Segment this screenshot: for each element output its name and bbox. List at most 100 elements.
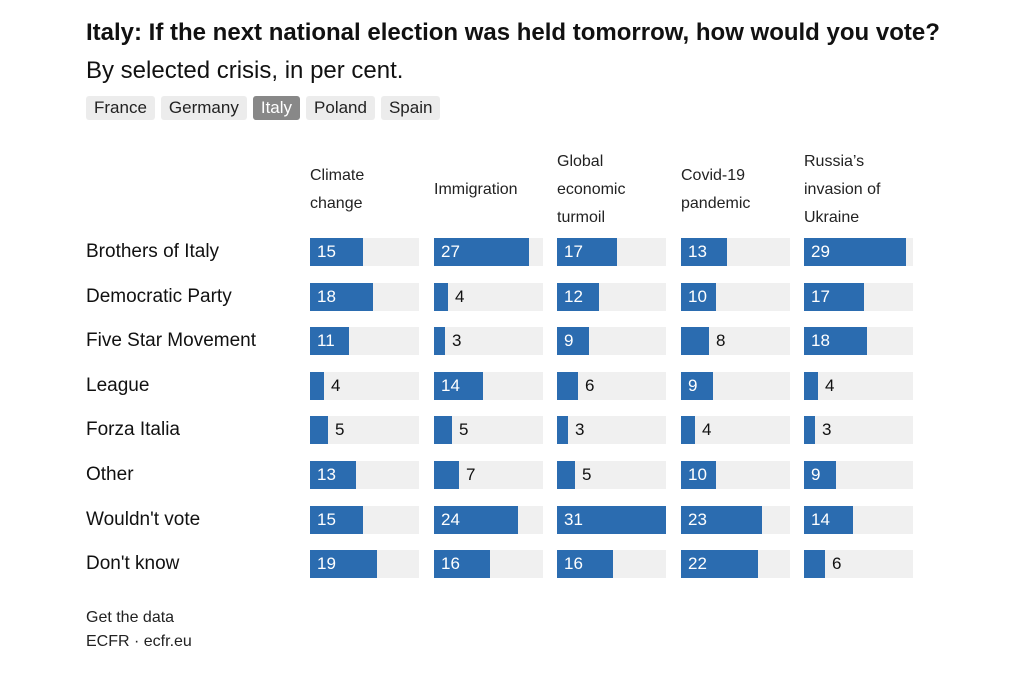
bar-wouldn-t-vote-global-economic-turmoil [557, 506, 666, 534]
chart-title-main: Italy: If the next national election was… [86, 19, 940, 46]
bar-track: 24 [434, 506, 543, 534]
bar-track: 27 [434, 238, 543, 266]
bar-democratic-party-climate-change [310, 283, 373, 311]
data-label: 9 [811, 465, 821, 484]
bar-don-t-know-climate-change [310, 550, 377, 578]
data-label: 27 [441, 242, 460, 261]
bar-track: 5 [434, 416, 543, 444]
bar-track: 18 [804, 327, 913, 355]
tab-poland[interactable]: Poland [306, 96, 375, 120]
bar-brothers-of-italy-covid-19-pandemic [681, 238, 727, 266]
data-label: 16 [564, 554, 583, 573]
get-data-link[interactable]: Get the data [86, 609, 175, 626]
bar-track: 19 [310, 550, 419, 578]
data-label: 24 [441, 510, 460, 529]
data-label: 7 [466, 465, 476, 484]
bar-league-immigration [434, 372, 483, 400]
bar-wouldn-t-vote-russia-s-invasion-of-ukraine [804, 506, 853, 534]
bar-forza-italia-covid-19-pandemic [681, 416, 695, 444]
chart-subtitle: By selected crisis, in per cent. [86, 57, 404, 84]
country-tabs: France Germany Italy Poland Spain [86, 96, 441, 120]
bar-don-t-know-immigration [434, 550, 490, 578]
bar-forza-italia-climate-change [310, 416, 328, 444]
bar-track: 23 [681, 506, 790, 534]
bar-track: 13 [310, 461, 419, 489]
data-label: 14 [811, 510, 830, 529]
tab-italy[interactable]: Italy [252, 96, 301, 120]
column-header-covid-19-pandemic: Covid-19 pandemic [681, 167, 751, 212]
row-label-democratic-party: Democratic Party [86, 286, 232, 307]
bar-track: 14 [804, 506, 913, 534]
bar-track: 3 [557, 416, 666, 444]
tab-france[interactable]: France [86, 96, 155, 120]
bar-forza-italia-global-economic-turmoil [557, 416, 568, 444]
row-label-forza-italia: Forza Italia [86, 419, 180, 440]
data-label: 6 [832, 554, 842, 573]
data-label: 15 [317, 510, 336, 529]
bar-track: 5 [310, 416, 419, 444]
data-label: 18 [317, 287, 336, 306]
bar-other-covid-19-pandemic [681, 461, 716, 489]
bar-wouldn-t-vote-climate-change [310, 506, 363, 534]
bar-league-global-economic-turmoil [557, 372, 578, 400]
data-label: 5 [582, 465, 592, 484]
bar-other-immigration [434, 461, 459, 489]
data-label: 3 [452, 331, 462, 350]
bar-track: 22 [681, 550, 790, 578]
data-label: 18 [811, 331, 830, 350]
bar-track: 5 [557, 461, 666, 489]
data-label: 17 [811, 287, 830, 306]
tab-germany[interactable]: Germany [160, 96, 247, 120]
bar-five-star-movement-immigration [434, 327, 445, 355]
data-label: 29 [811, 242, 830, 261]
bar-don-t-know-covid-19-pandemic [681, 550, 758, 578]
column-header-immigration: Immigration [434, 181, 518, 198]
data-label: 17 [564, 242, 583, 261]
data-label: 31 [564, 510, 583, 529]
bar-wouldn-t-vote-covid-19-pandemic [681, 506, 762, 534]
data-label: 4 [702, 420, 712, 439]
row-label-five-star-movement: Five Star Movement [86, 330, 256, 351]
bar-track: 4 [310, 372, 419, 400]
bar-other-climate-change [310, 461, 356, 489]
source-credit: ECFR · ecfr.eu [86, 633, 192, 650]
bar-track: 6 [804, 550, 913, 578]
data-label: 12 [564, 287, 583, 306]
bar-track: 11 [310, 327, 419, 355]
row-label-brothers-of-italy: Brothers of Italy [86, 241, 220, 262]
bar-other-russia-s-invasion-of-ukraine [804, 461, 836, 489]
data-label: 5 [335, 420, 345, 439]
row-label-league: League [86, 375, 150, 396]
data-label: 9 [688, 376, 698, 395]
bar-track: 9 [557, 327, 666, 355]
bar-democratic-party-russia-s-invasion-of-ukraine [804, 283, 864, 311]
bar-don-t-know-global-economic-turmoil [557, 550, 613, 578]
bar-brothers-of-italy-russia-s-invasion-of-ukraine [804, 238, 906, 266]
bar-track: 4 [434, 283, 543, 311]
data-label: 23 [688, 510, 707, 529]
chart-title: Italy: If the next national election was… [86, 14, 966, 90]
bar-track: 3 [804, 416, 913, 444]
bar-league-climate-change [310, 372, 324, 400]
data-label: 22 [688, 554, 707, 573]
data-label: 6 [585, 376, 595, 395]
data-label: 10 [688, 465, 707, 484]
bar-track: 15 [310, 238, 419, 266]
bar-brothers-of-italy-global-economic-turmoil [557, 238, 617, 266]
data-label: 9 [564, 331, 574, 350]
bar-track: 4 [681, 416, 790, 444]
bar-five-star-movement-russia-s-invasion-of-ukraine [804, 327, 867, 355]
bar-wouldn-t-vote-immigration [434, 506, 518, 534]
data-label: 15 [317, 242, 336, 261]
bar-track: 17 [557, 238, 666, 266]
data-label: 13 [317, 465, 336, 484]
tab-spain[interactable]: Spain [380, 96, 441, 120]
bar-forza-italia-immigration [434, 416, 452, 444]
bar-brothers-of-italy-climate-change [310, 238, 363, 266]
bar-other-global-economic-turmoil [557, 461, 575, 489]
bar-democratic-party-immigration [434, 283, 448, 311]
bar-five-star-movement-covid-19-pandemic [681, 327, 709, 355]
bar-track: 29 [804, 238, 913, 266]
bar-don-t-know-russia-s-invasion-of-ukraine [804, 550, 825, 578]
data-label: 4 [455, 287, 465, 306]
